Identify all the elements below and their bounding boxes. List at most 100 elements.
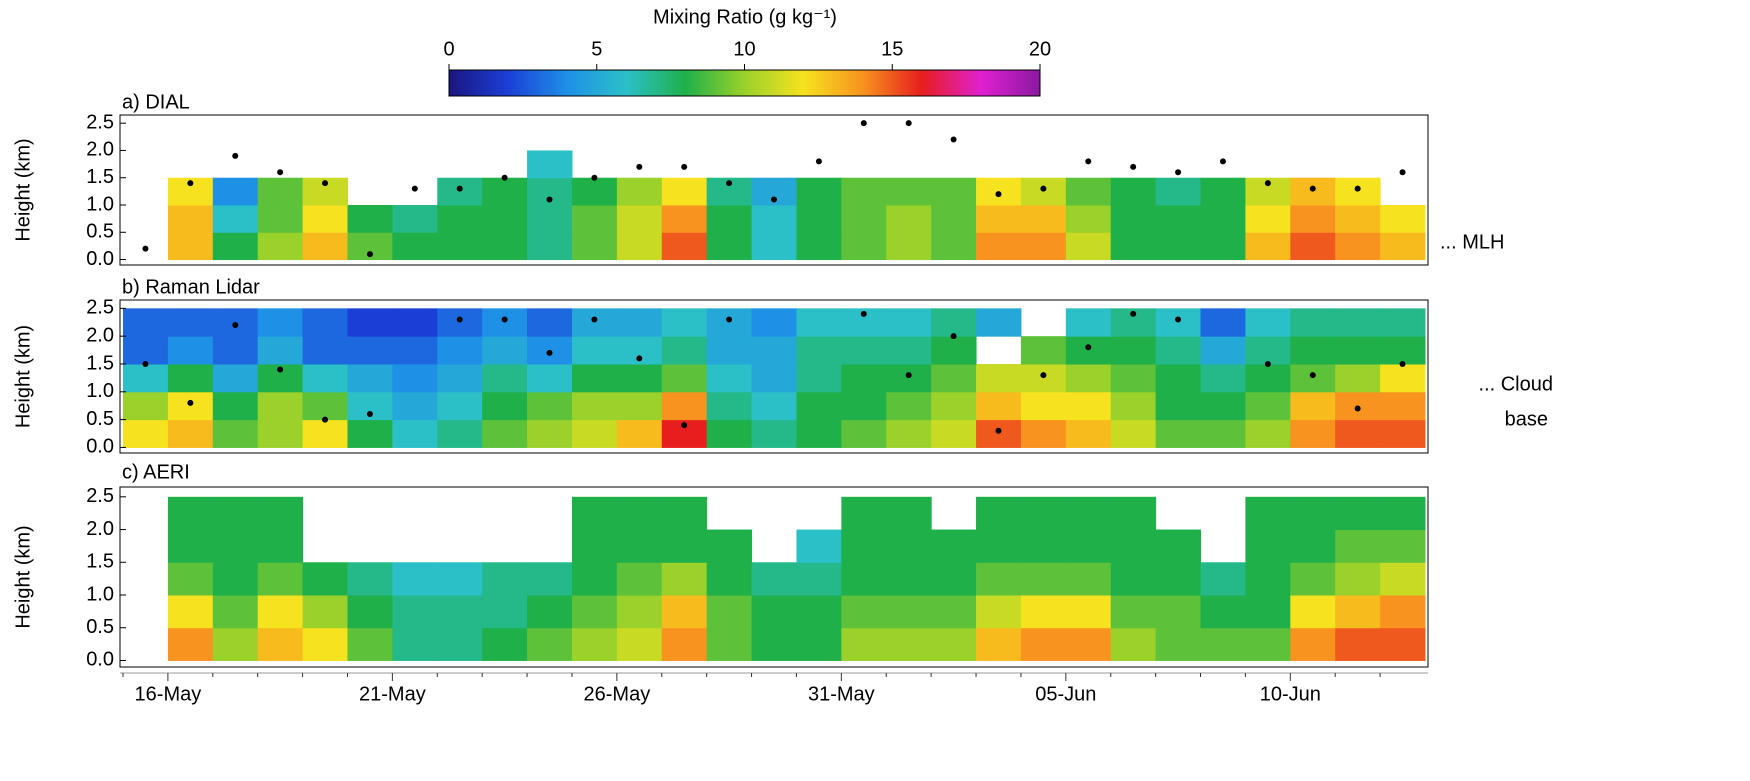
heatmap-cell <box>661 627 708 661</box>
heatmap-cell <box>212 627 259 661</box>
colorbar-tick-label: 15 <box>881 38 903 60</box>
heatmap-cell <box>841 627 887 661</box>
heatmap-cell <box>661 177 708 206</box>
heatmap-cell <box>976 391 1022 421</box>
heatmap-cell <box>751 562 797 596</box>
heatmap-cell <box>1065 363 1112 393</box>
heatmap-cell <box>1065 529 1112 563</box>
x-tick-label: 21-May <box>359 683 426 705</box>
colorbar-tick-label: 10 <box>733 38 755 60</box>
heatmap-cell <box>1200 308 1246 337</box>
heatmap-cell <box>1380 308 1426 337</box>
heatmap-cell <box>392 308 438 337</box>
heatmap-cell <box>347 336 393 365</box>
point <box>411 185 418 192</box>
heatmap-cell <box>841 595 887 629</box>
heatmap-cell <box>1155 529 1202 563</box>
point <box>366 251 373 258</box>
heatmap-cell <box>1290 496 1336 531</box>
heatmap-cell <box>1380 336 1426 365</box>
heatmap-cell <box>841 562 887 596</box>
heatmap-cell <box>527 205 573 233</box>
heatmap-cell <box>257 419 304 448</box>
heatmap-cell <box>616 205 663 233</box>
heatmap-cell <box>796 627 842 661</box>
heatmap-cell <box>976 232 1022 261</box>
heatmap-cell <box>1290 205 1336 233</box>
heatmap-cell <box>527 627 573 661</box>
heatmap-cell <box>212 363 259 393</box>
heatmap-cell <box>437 562 483 596</box>
heatmap-cell <box>1200 232 1246 261</box>
heatmap-cell <box>347 562 393 596</box>
heatmap-cell <box>302 419 348 448</box>
heatmap-cell <box>886 336 932 365</box>
heatmap-cell <box>1245 419 1291 448</box>
y-axis-label: Height (km) <box>12 138 34 241</box>
heatmap-cell <box>347 308 393 337</box>
heatmap-cell <box>706 232 753 261</box>
heatmap-cell <box>527 308 573 337</box>
heatmap-cell <box>571 308 618 337</box>
heatmap-cell <box>482 363 528 393</box>
heatmap-cell <box>1110 363 1157 393</box>
heatmap-cell <box>841 529 887 563</box>
heatmap-cell <box>1065 562 1112 596</box>
heatmap-cell <box>212 205 259 233</box>
heatmap-cell <box>796 232 842 261</box>
heatmap-cell <box>212 177 259 206</box>
heatmap-cell <box>616 562 663 596</box>
heatmap-cell <box>482 336 528 365</box>
heatmap-cell <box>751 627 797 661</box>
heatmap-cell <box>1245 363 1291 393</box>
heatmap-cell <box>886 308 932 337</box>
heatmap-cell <box>976 562 1022 596</box>
heatmap-cell <box>931 232 977 261</box>
heatmap-cell <box>886 529 932 563</box>
heatmap-cell <box>392 627 438 661</box>
heatmap-cell <box>392 363 438 393</box>
heatmap-cell <box>212 391 259 421</box>
heatmap-cell <box>571 419 618 448</box>
heatmap-cell <box>796 391 842 421</box>
heatmap-cell <box>571 177 618 206</box>
point <box>1175 169 1182 176</box>
heatmap-cell <box>886 232 932 261</box>
heatmap-cell <box>976 205 1022 233</box>
heatmap-cell <box>976 419 1022 448</box>
point <box>1175 316 1182 323</box>
heatmap-cell <box>1380 529 1426 563</box>
heatmap-cell <box>527 595 573 629</box>
heatmap-cell <box>1380 627 1426 661</box>
heatmap-cell <box>392 595 438 629</box>
heatmap-cell <box>1110 529 1157 563</box>
heatmap-cell <box>886 363 932 393</box>
point <box>1040 185 1047 192</box>
heatmap-cell <box>976 529 1022 563</box>
heatmap-cell <box>123 308 169 337</box>
point <box>636 163 643 170</box>
heatmap-cell <box>706 205 753 233</box>
annotation: base <box>1505 408 1548 430</box>
heatmap-cell <box>1245 529 1291 563</box>
heatmap-cell <box>437 308 483 337</box>
y-axis-label: Height (km) <box>12 325 34 428</box>
heatmap-cell <box>1110 562 1157 596</box>
heatmap-cell <box>212 419 259 448</box>
heatmap-cell <box>661 391 708 421</box>
heatmap-cell <box>616 308 663 337</box>
heatmap-cell <box>302 308 348 337</box>
heatmap-cell <box>1245 562 1291 596</box>
plot-frame <box>119 114 1429 266</box>
point <box>771 196 777 203</box>
heatmap-cell <box>571 232 618 261</box>
heatmap-cell <box>1155 562 1202 596</box>
heatmap-cell <box>1335 308 1381 337</box>
heatmap-cell <box>751 232 797 261</box>
point <box>995 191 1002 198</box>
point <box>322 180 329 187</box>
heatmap-cell <box>1065 496 1112 531</box>
heatmap-cell <box>212 336 259 365</box>
heatmap-cell <box>1290 391 1336 421</box>
